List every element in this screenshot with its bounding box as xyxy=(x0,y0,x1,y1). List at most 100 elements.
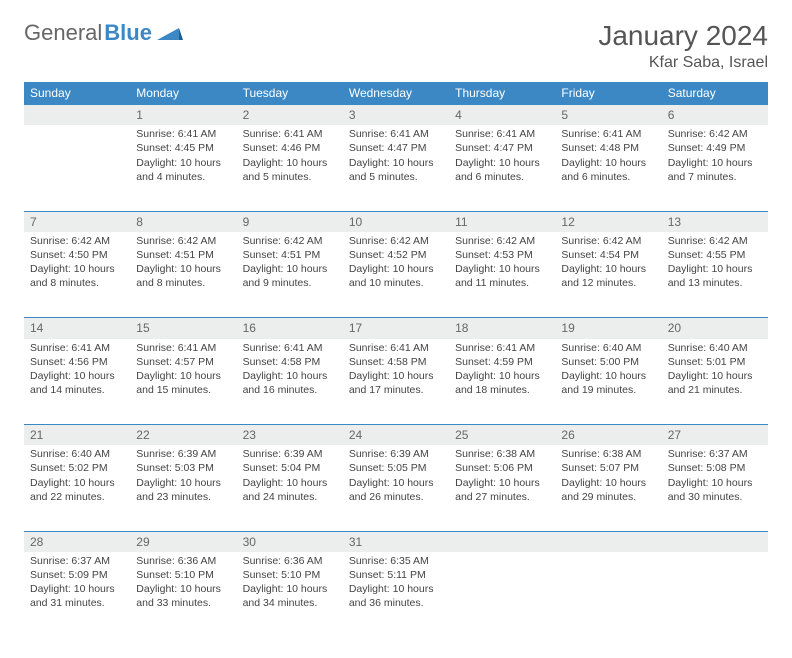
sunset-text: Sunset: 5:03 PM xyxy=(136,461,230,475)
sunset-text: Sunset: 5:10 PM xyxy=(136,568,230,582)
sunset-text: Sunset: 4:51 PM xyxy=(243,248,337,262)
sunset-text: Sunset: 4:47 PM xyxy=(349,141,443,155)
sunrise-text: Sunrise: 6:41 AM xyxy=(136,341,230,355)
sunset-text: Sunset: 4:55 PM xyxy=(668,248,762,262)
day1-text: Daylight: 10 hours xyxy=(455,369,549,383)
sunrise-text: Sunrise: 6:35 AM xyxy=(349,554,443,568)
day1-text: Daylight: 10 hours xyxy=(349,262,443,276)
day-details: Sunrise: 6:42 AMSunset: 4:51 PMDaylight:… xyxy=(130,232,236,297)
day-content-cell: Sunrise: 6:39 AMSunset: 5:05 PMDaylight:… xyxy=(343,445,449,531)
day-content-cell: Sunrise: 6:39 AMSunset: 5:03 PMDaylight:… xyxy=(130,445,236,531)
day2-text: and 14 minutes. xyxy=(30,383,124,397)
day-content-row: Sunrise: 6:40 AMSunset: 5:02 PMDaylight:… xyxy=(24,445,768,531)
day-number-row: 28293031 xyxy=(24,531,768,552)
calendar-page: GeneralBlue January 2024 Kfar Saba, Isra… xyxy=(0,0,792,658)
sunset-text: Sunset: 5:11 PM xyxy=(349,568,443,582)
day2-text: and 29 minutes. xyxy=(561,490,655,504)
day-number-cell: 21 xyxy=(24,425,130,446)
sunset-text: Sunset: 5:07 PM xyxy=(561,461,655,475)
day-number-cell: 26 xyxy=(555,425,661,446)
day-content-cell xyxy=(555,552,661,638)
day-number-cell: 5 xyxy=(555,105,661,126)
day-details: Sunrise: 6:39 AMSunset: 5:04 PMDaylight:… xyxy=(237,445,343,510)
weekday-header: Wednesday xyxy=(343,82,449,105)
sunrise-text: Sunrise: 6:42 AM xyxy=(349,234,443,248)
sunset-text: Sunset: 4:57 PM xyxy=(136,355,230,369)
sunset-text: Sunset: 5:02 PM xyxy=(30,461,124,475)
day-number-cell: 19 xyxy=(555,318,661,339)
day-details: Sunrise: 6:41 AMSunset: 4:56 PMDaylight:… xyxy=(24,339,130,404)
day2-text: and 36 minutes. xyxy=(349,596,443,610)
day-number-cell: 11 xyxy=(449,211,555,232)
sunrise-text: Sunrise: 6:42 AM xyxy=(455,234,549,248)
sunset-text: Sunset: 5:05 PM xyxy=(349,461,443,475)
day2-text: and 33 minutes. xyxy=(136,596,230,610)
day2-text: and 5 minutes. xyxy=(349,170,443,184)
day-number-cell: 27 xyxy=(662,425,768,446)
day2-text: and 7 minutes. xyxy=(668,170,762,184)
day1-text: Daylight: 10 hours xyxy=(136,476,230,490)
day-content-cell: Sunrise: 6:42 AMSunset: 4:52 PMDaylight:… xyxy=(343,232,449,318)
weekday-header-row: Sunday Monday Tuesday Wednesday Thursday… xyxy=(24,82,768,105)
day-details: Sunrise: 6:37 AMSunset: 5:08 PMDaylight:… xyxy=(662,445,768,510)
day1-text: Daylight: 10 hours xyxy=(668,156,762,170)
sunset-text: Sunset: 4:48 PM xyxy=(561,141,655,155)
day-content-cell: Sunrise: 6:38 AMSunset: 5:07 PMDaylight:… xyxy=(555,445,661,531)
day2-text: and 19 minutes. xyxy=(561,383,655,397)
sunset-text: Sunset: 4:56 PM xyxy=(30,355,124,369)
day-content-cell: Sunrise: 6:41 AMSunset: 4:56 PMDaylight:… xyxy=(24,339,130,425)
sunrise-text: Sunrise: 6:41 AM xyxy=(455,341,549,355)
day-details: Sunrise: 6:41 AMSunset: 4:58 PMDaylight:… xyxy=(237,339,343,404)
day1-text: Daylight: 10 hours xyxy=(30,262,124,276)
day-details: Sunrise: 6:40 AMSunset: 5:00 PMDaylight:… xyxy=(555,339,661,404)
day-number-cell: 15 xyxy=(130,318,236,339)
day-number-cell: 29 xyxy=(130,531,236,552)
sunrise-text: Sunrise: 6:41 AM xyxy=(30,341,124,355)
day-content-cell: Sunrise: 6:36 AMSunset: 5:10 PMDaylight:… xyxy=(237,552,343,638)
day2-text: and 24 minutes. xyxy=(243,490,337,504)
day2-text: and 31 minutes. xyxy=(30,596,124,610)
day-content-row: Sunrise: 6:41 AMSunset: 4:56 PMDaylight:… xyxy=(24,339,768,425)
brand-mark-icon xyxy=(157,20,183,46)
day2-text: and 6 minutes. xyxy=(561,170,655,184)
day2-text: and 5 minutes. xyxy=(243,170,337,184)
day2-text: and 34 minutes. xyxy=(243,596,337,610)
day2-text: and 26 minutes. xyxy=(349,490,443,504)
day1-text: Daylight: 10 hours xyxy=(561,262,655,276)
sunset-text: Sunset: 5:10 PM xyxy=(243,568,337,582)
day2-text: and 10 minutes. xyxy=(349,276,443,290)
day1-text: Daylight: 10 hours xyxy=(30,476,124,490)
day-details: Sunrise: 6:35 AMSunset: 5:11 PMDaylight:… xyxy=(343,552,449,617)
sunrise-text: Sunrise: 6:42 AM xyxy=(30,234,124,248)
day1-text: Daylight: 10 hours xyxy=(136,262,230,276)
sunrise-text: Sunrise: 6:41 AM xyxy=(243,127,337,141)
day-content-cell: Sunrise: 6:37 AMSunset: 5:08 PMDaylight:… xyxy=(662,445,768,531)
sunrise-text: Sunrise: 6:39 AM xyxy=(136,447,230,461)
day-number-cell: 3 xyxy=(343,105,449,126)
day-content-cell xyxy=(24,125,130,211)
day2-text: and 11 minutes. xyxy=(455,276,549,290)
day2-text: and 15 minutes. xyxy=(136,383,230,397)
day-number-row: 14151617181920 xyxy=(24,318,768,339)
day-content-cell: Sunrise: 6:40 AMSunset: 5:00 PMDaylight:… xyxy=(555,339,661,425)
day2-text: and 23 minutes. xyxy=(136,490,230,504)
weekday-header: Saturday xyxy=(662,82,768,105)
day-number-cell: 23 xyxy=(237,425,343,446)
day2-text: and 18 minutes. xyxy=(455,383,549,397)
day1-text: Daylight: 10 hours xyxy=(668,262,762,276)
sunrise-text: Sunrise: 6:40 AM xyxy=(668,341,762,355)
day-content-cell: Sunrise: 6:42 AMSunset: 4:55 PMDaylight:… xyxy=(662,232,768,318)
day-number-cell: 6 xyxy=(662,105,768,126)
day1-text: Daylight: 10 hours xyxy=(30,582,124,596)
day1-text: Daylight: 10 hours xyxy=(349,582,443,596)
day-number-cell: 24 xyxy=(343,425,449,446)
day-number-row: 78910111213 xyxy=(24,211,768,232)
day-content-cell: Sunrise: 6:41 AMSunset: 4:59 PMDaylight:… xyxy=(449,339,555,425)
brand-logo: GeneralBlue xyxy=(24,20,183,46)
day-details: Sunrise: 6:42 AMSunset: 4:50 PMDaylight:… xyxy=(24,232,130,297)
day-details: Sunrise: 6:42 AMSunset: 4:49 PMDaylight:… xyxy=(662,125,768,190)
sunrise-text: Sunrise: 6:37 AM xyxy=(668,447,762,461)
day-number-cell: 25 xyxy=(449,425,555,446)
sunset-text: Sunset: 4:46 PM xyxy=(243,141,337,155)
day1-text: Daylight: 10 hours xyxy=(668,476,762,490)
